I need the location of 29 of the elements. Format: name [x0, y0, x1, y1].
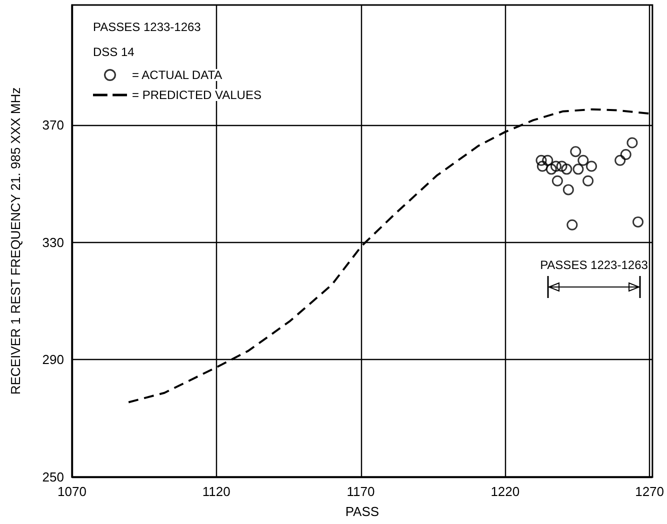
text: PASSES 1233-1263 [93, 20, 202, 34]
text: DSS 14 [93, 45, 135, 59]
legend-label: = PREDICTED VALUES [132, 88, 262, 102]
point [626, 137, 638, 148]
point [570, 146, 582, 158]
x-tick-label: 1170 [346, 484, 375, 499]
x-tick-label: 1120 [202, 484, 230, 499]
point [561, 164, 572, 175]
x-axis-title: PASS [345, 504, 380, 519]
point [582, 175, 594, 186]
point [566, 219, 578, 230]
x-tick-label: 1070 [58, 484, 86, 499]
y-tick-label: 370 [42, 118, 64, 133]
point [620, 149, 632, 160]
y-axis-title: RECEIVER 1 REST FREQUENCY 21. 985 XXX MHz [8, 87, 23, 395]
point [632, 216, 644, 228]
point [572, 164, 584, 175]
y-tick-label: 290 [42, 352, 64, 368]
point [552, 175, 563, 186]
annotation: PASSES 1223-1263 [539, 258, 649, 272]
legend-label: = ACTUAL DATA [132, 68, 222, 82]
y-tick-label: 250 [42, 470, 64, 484]
y-tick-label: 330 [42, 234, 64, 250]
x-tick-label: 1270 [635, 484, 664, 499]
point [578, 154, 589, 166]
point [562, 184, 574, 196]
x-tick-label: 1220 [490, 484, 520, 499]
point [586, 160, 597, 172]
point [546, 164, 557, 175]
